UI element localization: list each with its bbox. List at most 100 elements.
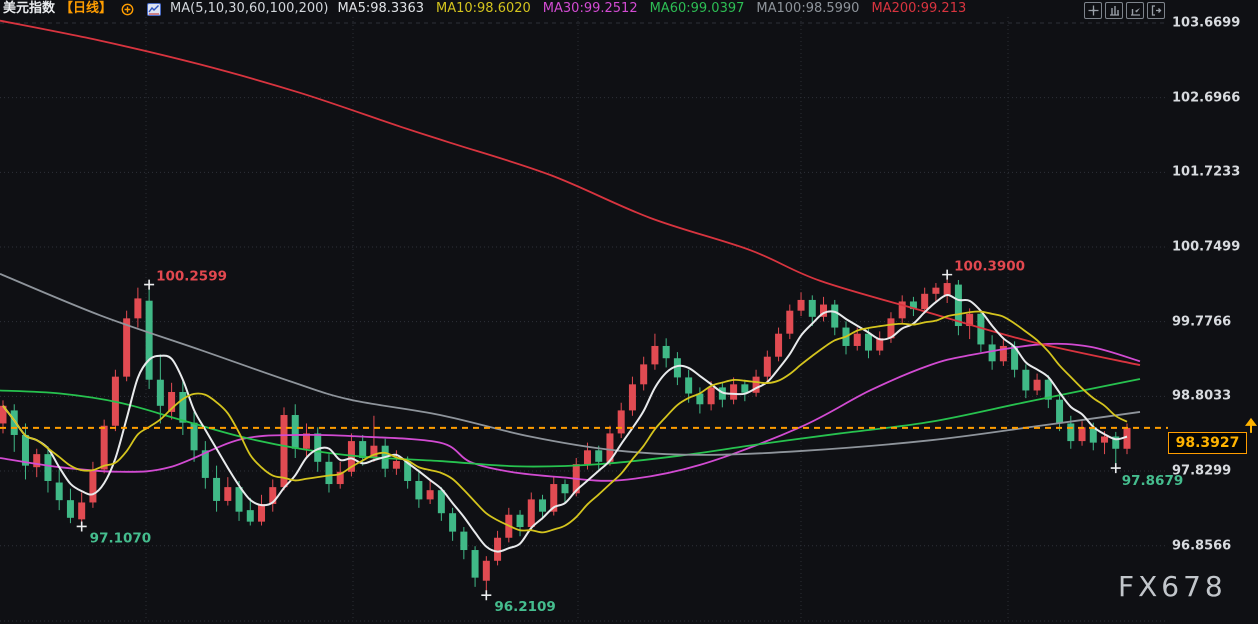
candle-body — [1033, 379, 1041, 391]
period-tag[interactable]: 【日线】 — [60, 1, 113, 16]
candle-body — [730, 384, 738, 400]
candle-body — [145, 300, 153, 380]
candle-body — [673, 358, 681, 378]
extreme-cross-icon — [481, 590, 492, 601]
candle-body — [89, 469, 97, 503]
candle-body — [1011, 345, 1019, 370]
candle-body — [134, 298, 142, 319]
candle-body — [561, 484, 569, 494]
candle-body — [1022, 369, 1030, 391]
candle-body — [213, 477, 221, 501]
extreme-cross-icon — [144, 279, 155, 290]
candle-body — [33, 454, 41, 468]
candle-body — [606, 433, 614, 462]
candle-body — [269, 487, 277, 505]
candle-body — [224, 487, 232, 501]
candle-body — [595, 450, 603, 462]
candle-body — [988, 344, 996, 362]
candle-body — [887, 318, 895, 339]
crosshair-tool-icon[interactable] — [1084, 2, 1102, 19]
candle-body — [291, 415, 299, 449]
ma-value-5: MA200:99.213 — [871, 1, 967, 16]
candle-body — [370, 445, 378, 458]
extreme-label: 96.2109 — [494, 599, 556, 615]
candle-body — [66, 500, 74, 518]
candle-body — [168, 391, 176, 412]
candle-body — [786, 310, 794, 334]
candle-body — [258, 504, 266, 522]
candle-body — [415, 480, 423, 500]
candle-body — [325, 461, 333, 485]
candle-body — [55, 482, 63, 501]
ma-line-ma5 — [2, 294, 1128, 553]
candle-body — [752, 376, 760, 393]
candle-body — [864, 333, 872, 351]
candle-body — [954, 284, 962, 327]
candle-body — [392, 461, 400, 469]
ma-line-ma60 — [0, 378, 1141, 468]
extreme-cross-icon — [942, 269, 953, 280]
exit-tool-icon[interactable] — [1147, 2, 1165, 19]
candle-body — [10, 410, 18, 435]
candle-body — [651, 345, 659, 365]
circle-plus-icon[interactable] — [121, 3, 134, 16]
candle-body — [763, 356, 771, 377]
candle-body — [302, 433, 310, 449]
candle-body — [100, 425, 108, 470]
extreme-label: 100.3900 — [954, 259, 1025, 275]
candle-body — [617, 410, 625, 434]
candle-body — [179, 391, 187, 423]
candle-body — [460, 531, 468, 551]
ma-value-2: MA30:99.2512 — [542, 1, 638, 16]
candle-body — [550, 484, 558, 512]
candle-body — [190, 422, 198, 451]
candle-body — [966, 313, 974, 327]
bar-chart-tool-icon[interactable] — [1105, 2, 1123, 19]
candle-body — [921, 293, 929, 310]
ma-line-ma10 — [2, 310, 1128, 534]
price-up-arrow-stem — [1250, 424, 1252, 433]
candle-body — [707, 387, 715, 405]
extreme-label: 100.2599 — [156, 269, 227, 285]
extreme-cross-icon — [1110, 463, 1121, 474]
candle-body — [898, 301, 906, 319]
candle-body — [696, 393, 704, 405]
extreme-label: 97.1070 — [90, 530, 151, 546]
ma-value-3: MA60:99.0397 — [649, 1, 745, 16]
ma-values: MA5:98.3363 MA10:98.6020 MA30:99.2512 MA60:… — [337, 1, 966, 17]
candle-body — [932, 287, 940, 294]
candle-body — [437, 490, 445, 514]
candle-body — [494, 537, 502, 561]
candle-body — [853, 333, 861, 346]
candle-body — [1067, 423, 1075, 442]
candle-body — [44, 454, 52, 481]
ma-settings-label: MA(5,10,30,60,100,200) — [170, 1, 329, 16]
candle-body — [21, 434, 29, 466]
candle-body — [909, 301, 917, 310]
toolbar — [1084, 2, 1165, 19]
chart-thumbnail-icon — [147, 2, 162, 16]
candle-body — [527, 499, 535, 528]
candle-body — [662, 345, 670, 359]
candle-body — [156, 379, 164, 406]
candle-body — [775, 333, 783, 357]
candle-body — [628, 384, 636, 411]
candle-body — [471, 550, 479, 578]
candle-body — [1112, 436, 1120, 449]
candle-body — [1056, 399, 1064, 424]
candle-body — [123, 318, 131, 377]
ma-line-ma200 — [0, 19, 1141, 367]
candle-body — [820, 304, 828, 317]
candle-body — [1078, 427, 1086, 442]
candle-body — [999, 345, 1007, 362]
candle-body — [876, 338, 884, 351]
ma-line-ma100 — [0, 273, 1141, 456]
candle-body — [201, 450, 209, 478]
candle-body — [449, 513, 457, 532]
candle-body — [539, 499, 547, 512]
candle-body — [1089, 427, 1097, 443]
chart-arrow-tool-icon[interactable] — [1126, 2, 1144, 19]
current-price-tag: 98.3927 — [1168, 432, 1247, 454]
